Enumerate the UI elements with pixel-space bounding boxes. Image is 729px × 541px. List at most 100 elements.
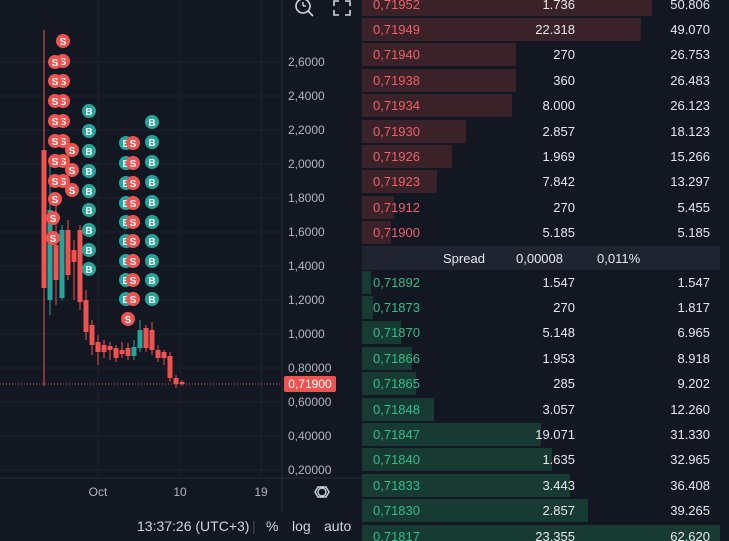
candle-body[interactable] <box>161 352 167 358</box>
ask-row[interactable]: 0,71912 270 5.455 <box>362 195 720 220</box>
sell-marker[interactable]: S <box>48 74 62 88</box>
ask-row[interactable]: 0,71938 360 26.483 <box>362 68 720 93</box>
candle-body[interactable] <box>41 150 47 288</box>
auto-toggle[interactable]: auto <box>324 518 352 534</box>
buy-marker[interactable]: B <box>145 273 159 287</box>
clock-readout[interactable]: 13:37:26 (UTC+3) <box>137 518 250 534</box>
sell-marker[interactable]: S <box>121 312 135 326</box>
candle-body[interactable] <box>167 356 173 378</box>
candle-body[interactable] <box>53 245 59 280</box>
candle-body[interactable] <box>119 350 125 354</box>
sell-marker[interactable]: S <box>126 156 140 170</box>
bid-row[interactable]: 0,71873 270 1.817 <box>362 295 720 320</box>
sell-marker[interactable]: S <box>56 34 70 48</box>
sell-marker[interactable]: S <box>48 55 62 69</box>
candle-body[interactable] <box>47 210 53 300</box>
sell-marker[interactable]: S <box>126 254 140 268</box>
sell-marker[interactable]: S <box>48 134 62 148</box>
candle-body[interactable] <box>143 328 149 348</box>
candle-body[interactable] <box>173 378 179 384</box>
buy-marker[interactable]: B <box>82 104 96 118</box>
buy-marker[interactable]: B <box>82 184 96 198</box>
buy-marker[interactable]: B <box>145 292 159 306</box>
bid-row[interactable]: 0,71847 19.071 31.330 <box>362 422 720 447</box>
bid-row[interactable]: 0,71817 23.355 62.620 <box>362 524 720 541</box>
percent-toggle[interactable]: % <box>266 518 279 534</box>
svg-text:S: S <box>130 295 137 306</box>
ask-row[interactable]: 0,71926 1.969 15.266 <box>362 144 720 169</box>
candle-body[interactable] <box>125 348 131 356</box>
candle-body[interactable] <box>77 230 83 302</box>
sell-marker[interactable]: S <box>65 183 79 197</box>
sell-marker[interactable]: S <box>46 211 60 225</box>
candle-body[interactable] <box>149 330 155 350</box>
candle-body[interactable] <box>131 347 137 356</box>
ask-row[interactable]: 0,71949 22.318 49.070 <box>362 17 720 42</box>
log-toggle[interactable]: log <box>292 518 311 534</box>
buy-marker[interactable]: B <box>145 115 159 129</box>
buy-marker[interactable]: B <box>82 243 96 257</box>
ask-row[interactable]: 0,71930 2.857 18.123 <box>362 119 720 144</box>
magnifier-clock-icon[interactable] <box>295 0 314 17</box>
sell-marker[interactable]: S <box>126 196 140 210</box>
sell-marker[interactable]: S <box>65 163 79 177</box>
candle-body[interactable] <box>107 346 113 350</box>
buy-marker[interactable]: B <box>145 155 159 169</box>
candle-body[interactable] <box>89 325 95 345</box>
price-tick-label: 2,2000 <box>288 123 325 137</box>
candle-body[interactable] <box>83 300 89 332</box>
settings-gear-icon[interactable] <box>314 486 330 498</box>
candle-body[interactable] <box>65 230 71 275</box>
candle-body[interactable] <box>101 345 107 352</box>
buy-marker[interactable]: B <box>145 215 159 229</box>
sell-marker[interactable]: S <box>126 273 140 287</box>
buy-marker[interactable]: B <box>82 144 96 158</box>
bid-row[interactable]: 0,71840 1.635 32.965 <box>362 447 720 472</box>
candle-body[interactable] <box>155 350 161 358</box>
bid-row[interactable]: 0,71833 3.443 36.408 <box>362 473 720 498</box>
buy-marker[interactable]: B <box>82 164 96 178</box>
sell-marker[interactable]: S <box>48 94 62 108</box>
buy-marker[interactable]: B <box>145 195 159 209</box>
sell-marker[interactable]: S <box>126 234 140 248</box>
ask-row[interactable]: 0,71940 270 26.753 <box>362 42 720 67</box>
candle-body[interactable] <box>59 230 65 298</box>
sell-marker[interactable]: S <box>126 176 140 190</box>
bid-row[interactable]: 0,71830 2.857 39.265 <box>362 498 720 523</box>
candle-body[interactable] <box>95 342 101 352</box>
bid-row[interactable]: 0,71848 3.057 12.260 <box>362 397 720 422</box>
sell-marker[interactable]: S <box>65 143 79 157</box>
ask-row[interactable]: 0,71934 8.000 26.123 <box>362 93 720 118</box>
sell-marker[interactable]: S <box>126 136 140 150</box>
candle-body[interactable] <box>179 382 185 384</box>
candle-body[interactable] <box>71 250 77 262</box>
candle-body[interactable] <box>137 330 143 348</box>
buy-marker[interactable]: B <box>145 234 159 248</box>
sell-marker[interactable]: S <box>48 174 62 188</box>
buy-marker[interactable]: B <box>82 262 96 276</box>
bid-row[interactable]: 0,71870 5.148 6.965 <box>362 320 720 345</box>
svg-text:S: S <box>69 146 76 157</box>
sell-marker[interactable]: S <box>126 292 140 306</box>
sell-marker[interactable]: S <box>48 192 62 206</box>
sell-marker[interactable]: S <box>126 215 140 229</box>
sell-marker[interactable]: S <box>46 231 60 245</box>
bid-row[interactable]: 0,71865 285 9.202 <box>362 371 720 396</box>
buy-marker[interactable]: B <box>82 223 96 237</box>
buy-marker[interactable]: B <box>145 135 159 149</box>
bid-row[interactable]: 0,71892 1.547 1.547 <box>362 270 720 295</box>
buy-marker[interactable]: B <box>82 124 96 138</box>
ask-row[interactable]: 0,71952 1.736 50.806 <box>362 0 720 17</box>
buy-marker[interactable]: B <box>82 203 96 217</box>
sell-marker[interactable]: S <box>48 114 62 128</box>
candle-body[interactable] <box>113 348 119 358</box>
buy-marker[interactable]: B <box>145 254 159 268</box>
ask-row[interactable]: 0,71923 7.842 13.297 <box>362 169 720 194</box>
ask-row[interactable]: 0,71900 5.185 5.185 <box>362 220 720 245</box>
sell-marker[interactable]: S <box>48 154 62 168</box>
bid-row[interactable]: 0,71866 1.953 8.918 <box>362 346 720 371</box>
fullscreen-icon[interactable] <box>333 0 351 16</box>
buy-marker[interactable]: B <box>145 175 159 189</box>
